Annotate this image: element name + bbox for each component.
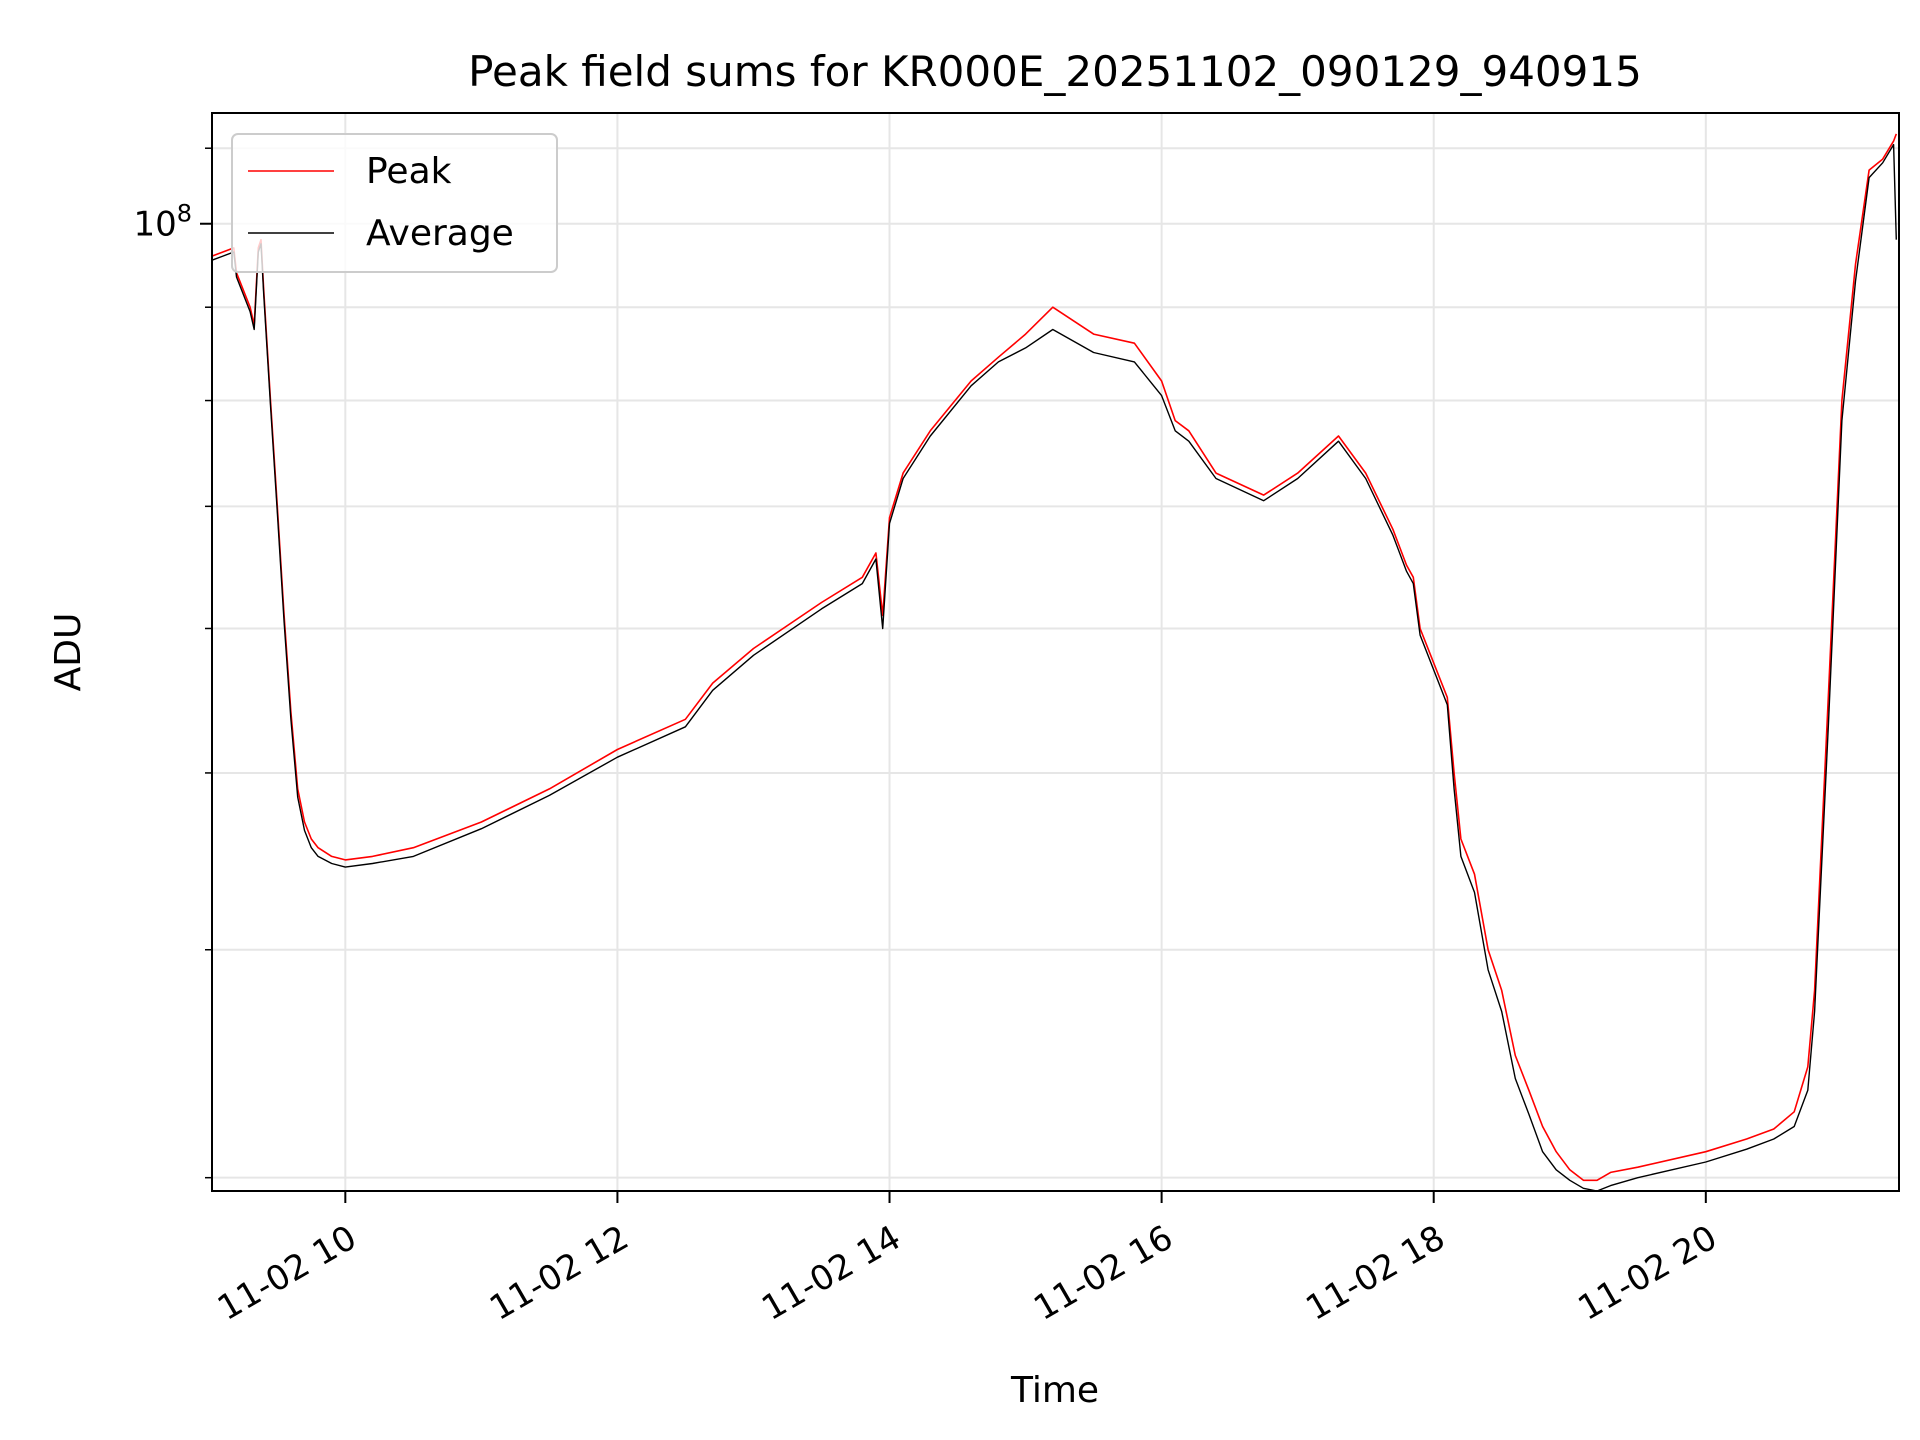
x-tick-label: 11-02 12 bbox=[483, 1218, 635, 1329]
legend-box bbox=[231, 133, 558, 273]
legend-label-peak: Peak bbox=[366, 151, 452, 192]
series-layer bbox=[211, 133, 1898, 1192]
legend: Peak Average bbox=[231, 133, 558, 273]
x-axis-ticks: 11-02 10 11-02 12 11-02 14 11-02 16 11-02 18… bbox=[211, 1191, 1724, 1329]
y-axis-label: ADU bbox=[48, 613, 89, 692]
x-tick-label: 11-02 16 bbox=[1027, 1218, 1179, 1329]
series-line-average bbox=[211, 143, 1897, 1192]
axes-frame bbox=[211, 112, 1900, 1192]
x-tick-label: 11-02 18 bbox=[1299, 1218, 1451, 1329]
grid-lines bbox=[212, 113, 1899, 1191]
y-tick-label: 108 bbox=[133, 200, 192, 245]
chart-title: Peak field sums for KR000E_20251102_0901… bbox=[468, 47, 1642, 96]
x-tick-label: 11-02 20 bbox=[1572, 1218, 1724, 1329]
series-line-peak bbox=[211, 133, 1898, 1182]
legend-label-average: Average bbox=[366, 213, 514, 254]
x-tick-label: 11-02 10 bbox=[211, 1218, 363, 1329]
y-axis-ticks: 108 bbox=[133, 147, 212, 1179]
x-axis-label: Time bbox=[1010, 1370, 1099, 1411]
x-tick-label: 11-02 14 bbox=[755, 1218, 907, 1329]
